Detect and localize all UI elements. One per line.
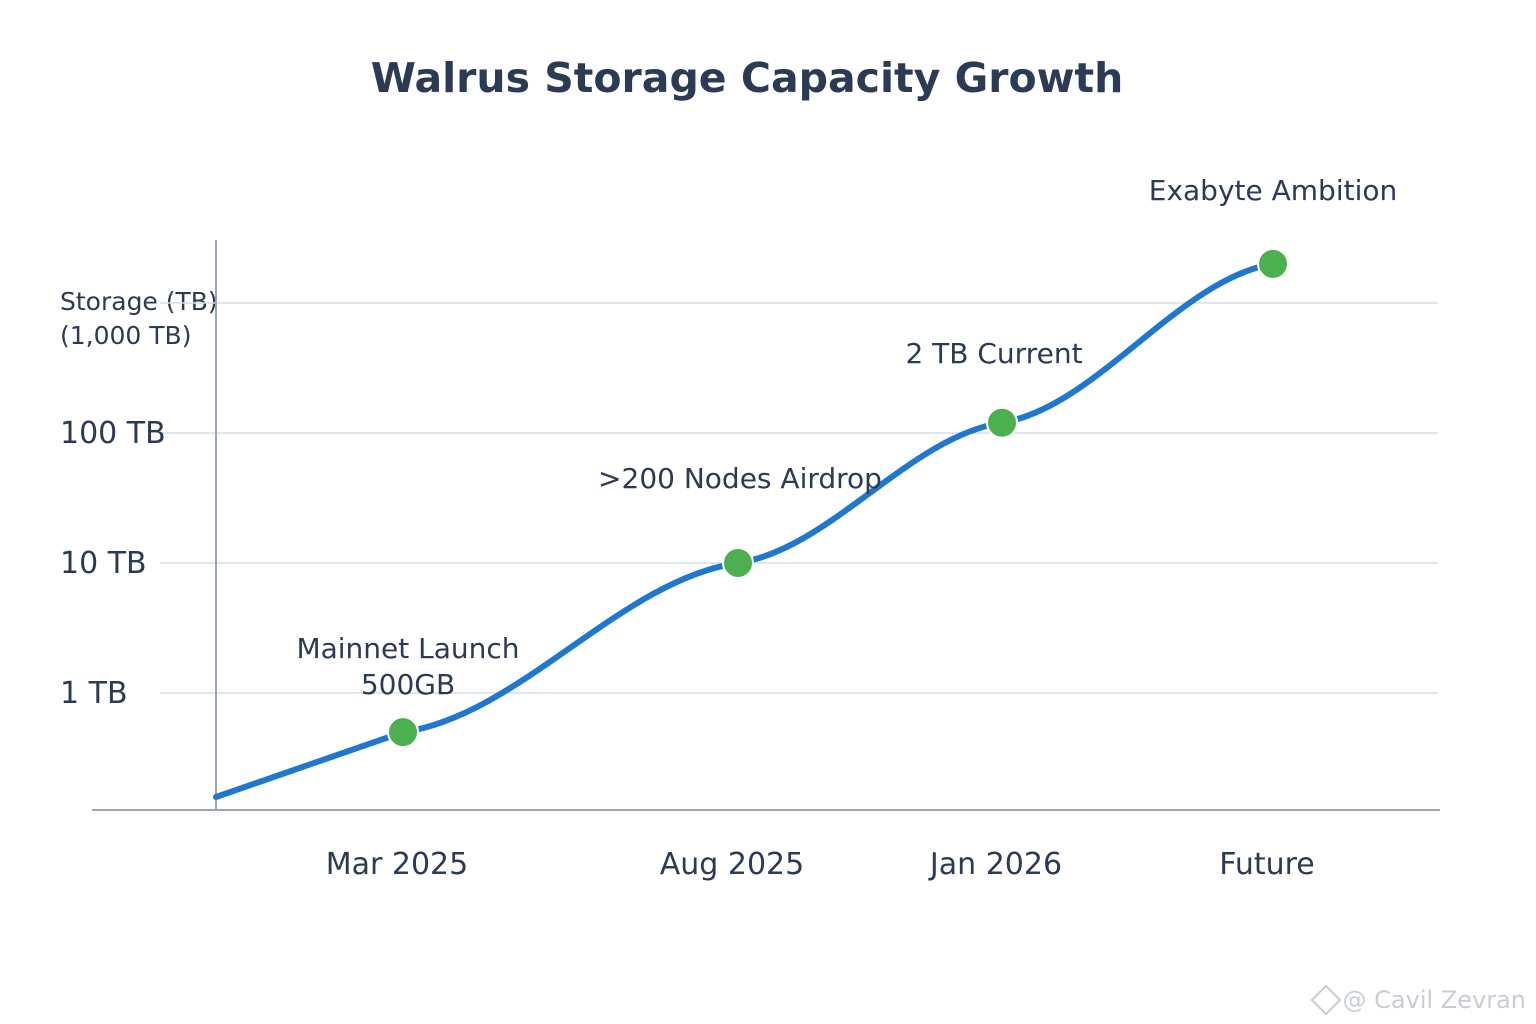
x-tick-labels: Mar 2025 Aug 2025 Jan 2026 Future (326, 847, 1315, 882)
annotation-label: 2 TB Current (905, 337, 1082, 370)
y-axis-label-line-2: (1,000 TB) (60, 321, 191, 350)
y-tick-label: 10 TB (60, 546, 147, 581)
x-tick-label: Mar 2025 (326, 847, 469, 882)
annotation-label: Exabyte Ambition (1149, 174, 1398, 207)
x-tick-label: Future (1219, 847, 1315, 882)
annotation-label: >200 Nodes Airdrop (598, 462, 882, 495)
grid-lines (160, 302, 1438, 694)
data-point (986, 406, 1018, 439)
series (213, 247, 1289, 800)
annotation-label: Mainnet Launch (296, 632, 519, 665)
data-point (387, 716, 419, 749)
x-tick-label: Jan 2026 (928, 847, 1062, 882)
chart-title: Walrus Storage Capacity Growth (371, 54, 1124, 102)
y-tick-label: 1 TB (60, 676, 128, 711)
watermark-text: @ Cavil Zevran (1342, 986, 1526, 1014)
data-point (1257, 247, 1289, 280)
series-line (213, 260, 1276, 800)
y-axis-label-line-1: Storage (TB) (60, 287, 218, 316)
y-tick-label: 100 TB (60, 416, 166, 451)
annotation-label: 500GB (361, 668, 455, 701)
watermark: @ Cavil Zevran (1309, 984, 1526, 1016)
x-tick-label: Aug 2025 (660, 847, 804, 882)
y-tick-labels: 1 TB 10 TB 100 TB (60, 416, 166, 711)
data-point (722, 547, 754, 579)
diamond-logo-icon (1309, 984, 1342, 1016)
